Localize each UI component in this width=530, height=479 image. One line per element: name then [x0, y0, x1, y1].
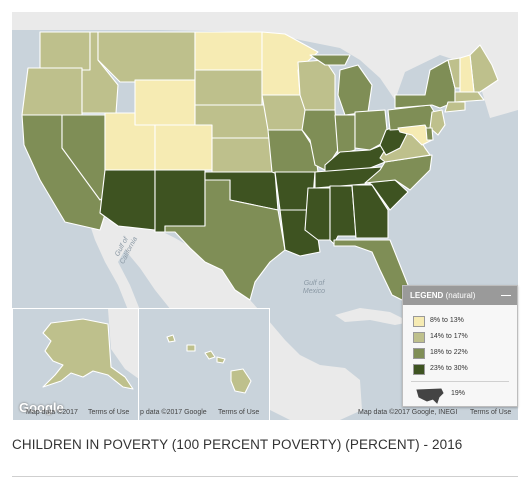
state-georgia[interactable] [351, 184, 389, 239]
state-indiana[interactable] [334, 114, 356, 156]
hawaii-map [166, 334, 252, 394]
google-logo: Google [19, 400, 64, 415]
legend-label: 14% to 17% [430, 333, 468, 340]
state-oregon[interactable] [21, 67, 83, 116]
state-north-carolina[interactable] [364, 154, 433, 191]
terms-link-middle[interactable]: Terms of Use [218, 409, 260, 416]
terms-link-right[interactable]: Terms of Use [470, 409, 512, 416]
state-kansas[interactable] [211, 137, 273, 173]
alaska-inset[interactable]: Google [12, 308, 140, 420]
legend-label: 18% to 22% [430, 349, 468, 356]
legend-label: 23% to 30% [430, 365, 468, 372]
hawaii-inset[interactable] [138, 308, 270, 420]
state-ohio[interactable] [354, 109, 389, 151]
state-south-dakota[interactable] [194, 69, 263, 106]
legend-subtitle: (natural) [445, 291, 476, 300]
canada-land [12, 12, 518, 118]
map-canvas[interactable] [12, 12, 518, 420]
us-average-value: 19% [451, 390, 466, 397]
state-connecticut[interactable] [444, 101, 466, 113]
legend-swatch [413, 332, 425, 343]
legend-header: LEGEND (natural) — [403, 286, 517, 305]
canada-inset-land [108, 309, 139, 379]
state-delaware[interactable] [425, 127, 434, 141]
legend-collapse-button[interactable]: — [501, 290, 511, 301]
state-north-dakota[interactable] [194, 31, 263, 71]
state-colorado[interactable] [154, 124, 213, 171]
cuba-land [335, 308, 410, 325]
legend-title: LEGEND [410, 291, 444, 300]
page-title: CHILDREN IN POVERTY (100 PERCENT POVERTY… [12, 437, 463, 452]
state-hawaii[interactable] [166, 334, 252, 394]
state-alabama[interactable] [329, 185, 357, 245]
state-florida[interactable] [333, 239, 409, 301]
state-washington[interactable] [39, 31, 91, 71]
map-attribution-left: Map data ©2017 [26, 409, 78, 416]
legend-label: 8% to 13% [430, 317, 464, 324]
state-new-jersey[interactable] [429, 109, 446, 136]
gulf-mexico-label: Gulf of Mexico [302, 280, 326, 295]
choropleth-map[interactable]: Gulf of California Gulf of Mexico Google… [12, 12, 518, 420]
state-mississippi[interactable] [304, 187, 331, 241]
state-montana[interactable] [97, 31, 196, 83]
us-states [21, 31, 499, 301]
alaska-map [13, 309, 139, 420]
state-wyoming[interactable] [134, 79, 196, 126]
terms-link-left[interactable]: Terms of Use [88, 409, 130, 416]
state-new-mexico[interactable] [154, 169, 206, 233]
title-divider [12, 476, 518, 477]
legend-swatch [413, 364, 425, 375]
state-maryland[interactable] [397, 124, 433, 146]
legend-divider [411, 381, 509, 382]
state-massachusetts[interactable] [454, 91, 485, 103]
state-wisconsin[interactable] [297, 59, 336, 111]
legend-swatch [413, 348, 425, 359]
legend-panel: LEGEND (natural) — 8% to 13% 14% to 17% … [402, 285, 518, 407]
state-alaska[interactable] [42, 318, 134, 390]
us-outline-icon [416, 388, 444, 404]
state-arizona[interactable] [99, 169, 156, 231]
state-texas[interactable] [164, 179, 286, 301]
map-attribution-right: Map data ©2017 Google, INEGI [358, 409, 458, 416]
map-attribution-middle: p data ©2017 Google [140, 409, 207, 416]
legend-swatch [413, 316, 425, 327]
